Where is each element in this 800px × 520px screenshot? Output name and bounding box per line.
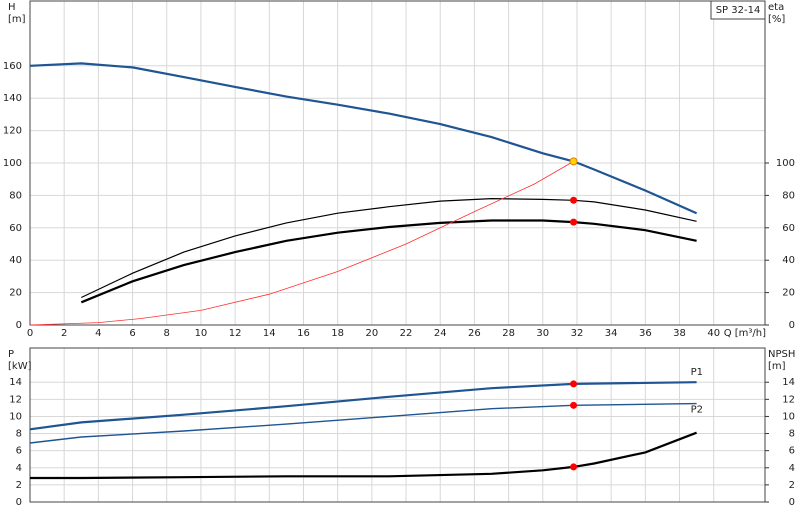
series-label: P2: [691, 405, 703, 416]
y-tick-label: 4: [16, 463, 22, 474]
x-tick-label: 34: [605, 328, 618, 339]
y2-tick-label: 0: [789, 320, 795, 331]
plot-frame: [29, 347, 766, 503]
y-tick-label: 2: [16, 480, 22, 491]
y-tick-label: 160: [3, 61, 22, 72]
y2-tick-label: 100: [776, 158, 795, 169]
y-tick-label: 100: [3, 158, 22, 169]
x-tick-label: 36: [639, 328, 652, 339]
y-axis-label: H: [8, 2, 16, 13]
y-axis-label: [m]: [8, 14, 26, 25]
y-tick-label: 6: [16, 446, 22, 457]
y-tick-label: 12: [9, 394, 22, 405]
x-tick-label: 12: [229, 328, 242, 339]
operating-point: [570, 218, 578, 226]
x-tick-label: 0: [27, 328, 33, 339]
x-tick-label: 4: [95, 328, 101, 339]
title-box: [710, 0, 766, 20]
x-tick-label: 8: [164, 328, 170, 339]
operating-point: [570, 401, 578, 409]
series-line: [29, 402, 697, 444]
x-tick-label: 40: [707, 328, 720, 339]
x-tick-label: 26: [468, 328, 481, 339]
series-line: [29, 161, 574, 326]
y2-tick-label: 8: [789, 429, 795, 440]
y2-tick-label: 6: [789, 446, 795, 457]
y2-axis-label: [m]: [768, 361, 786, 372]
operating-point: [570, 463, 578, 471]
y-tick-label: 60: [9, 223, 22, 234]
x-tick-label: 16: [297, 328, 310, 339]
y-axis-label: [kW]: [8, 361, 32, 372]
y2-axis-label: NPSH: [768, 349, 795, 360]
series-label: P1: [691, 367, 703, 378]
y-tick-label: 0: [16, 497, 22, 508]
y2-tick-label: 12: [782, 394, 795, 405]
operating-point: [570, 380, 578, 388]
series-line: [81, 197, 697, 299]
y2-tick-label: 20: [782, 288, 795, 299]
y-tick-label: 20: [9, 288, 22, 299]
x-tick-label: 20: [365, 328, 378, 339]
series-line: [29, 62, 698, 215]
operating-point: [569, 157, 578, 166]
y2-axis-label: eta: [768, 2, 784, 13]
y2-axis-label: [%]: [768, 14, 785, 25]
x-tick-label: 6: [129, 328, 135, 339]
operating-point: [570, 196, 578, 204]
x-tick-label: 10: [195, 328, 208, 339]
y-tick-label: 120: [3, 126, 22, 137]
plot-frame: [29, 0, 766, 326]
x-tick-label: 24: [434, 328, 447, 339]
y2-tick-label: 14: [782, 377, 795, 388]
y-axis-label: P: [8, 349, 14, 360]
y2-tick-label: 4: [789, 463, 795, 474]
y2-tick-label: 2: [789, 480, 795, 491]
y2-tick-label: 0: [789, 497, 795, 508]
x-tick-label: 28: [502, 328, 515, 339]
series-line: [30, 431, 697, 480]
x-tick-label: 38: [673, 328, 686, 339]
x-tick-label: 32: [571, 328, 584, 339]
y-tick-label: 40: [9, 255, 22, 266]
y-tick-label: 140: [3, 93, 22, 104]
y-tick-label: 10: [9, 411, 22, 422]
y-tick-label: 14: [9, 377, 22, 388]
y2-tick-label: 60: [782, 223, 795, 234]
x-tick-label: 22: [400, 328, 413, 339]
x-axis-label: Q [m³/h]: [724, 328, 766, 339]
x-tick-label: 2: [61, 328, 67, 339]
x-tick-label: 30: [536, 328, 549, 339]
y2-tick-label: 80: [782, 190, 795, 201]
series-line: [29, 381, 697, 431]
series-line: [80, 219, 697, 304]
y-tick-label: 0: [16, 320, 22, 331]
y2-tick-label: 10: [782, 411, 795, 422]
x-tick-label: 18: [331, 328, 344, 339]
chart-title: SP 32-14: [716, 5, 761, 16]
y-tick-label: 80: [9, 190, 22, 201]
y-tick-label: 8: [16, 429, 22, 440]
y2-tick-label: 40: [782, 255, 795, 266]
x-tick-label: 14: [263, 328, 276, 339]
